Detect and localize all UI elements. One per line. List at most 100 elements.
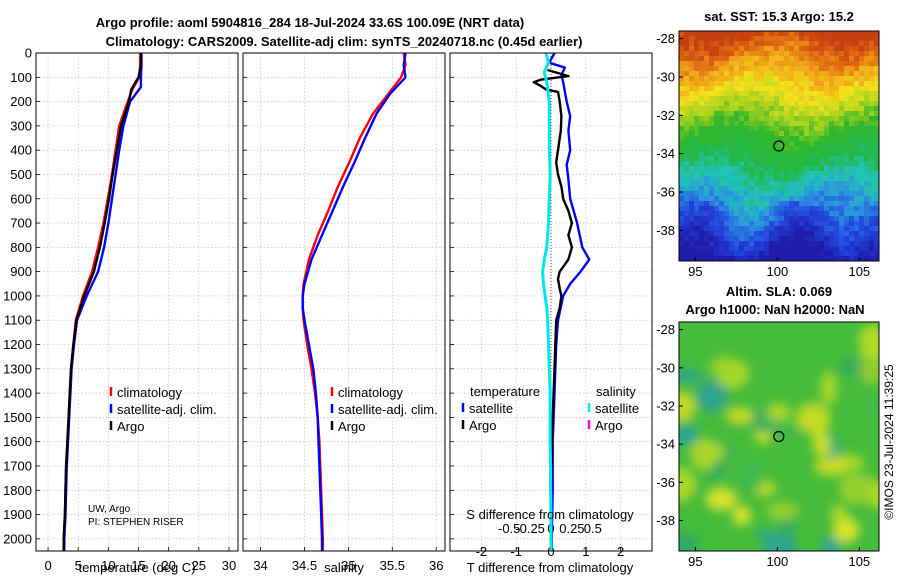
map-y-tick-label: -30	[656, 70, 675, 85]
depth-tick-label: 500	[10, 167, 32, 182]
legend-label: satellite-adj. clim.	[117, 402, 217, 417]
x-tick-label: 34	[253, 558, 267, 573]
map-y-tick-label: -32	[656, 108, 675, 123]
map-y-tick-label: -28	[656, 31, 675, 46]
depth-tick-label: 900	[10, 264, 32, 279]
salinity-diff-satellite-line	[541, 53, 553, 551]
x-tick-label: 10	[101, 558, 115, 573]
credit-line1: UW, Argo	[88, 504, 131, 515]
figure-title-line1: Argo profile: aoml 5904816_284 18-Jul-20…	[96, 15, 524, 30]
legend-label: satellite-adj. clim.	[338, 402, 438, 417]
depth-tick-label: 2000	[3, 531, 32, 546]
depth-tick-label: 1600	[3, 434, 32, 449]
x-tick-label: 36	[429, 558, 443, 573]
depth-tick-label: 1000	[3, 288, 32, 303]
map-x-tick-label: 105	[848, 554, 870, 569]
legend-label: Argo	[469, 418, 496, 433]
map-frame	[678, 321, 880, 552]
depth-tick-label: 1800	[3, 483, 32, 498]
map-y-tick-label: -38	[656, 223, 675, 238]
x-tick-label: 15	[131, 558, 145, 573]
x-tick-label: 0	[44, 558, 51, 573]
legend-label: Argo	[117, 419, 144, 434]
legend-label: satellite	[469, 401, 513, 416]
depth-tick-label: 600	[10, 191, 32, 206]
depth-tick-label: 100	[10, 70, 32, 85]
depth-tick-label: 1500	[3, 410, 32, 425]
depth-tick-label: 0	[25, 46, 32, 61]
map-y-tick-label: -38	[656, 513, 675, 528]
x-tick-label: 35	[341, 558, 355, 573]
x-axis-label-salinity: S difference from climatology	[466, 507, 634, 522]
x-tick-label: 5	[75, 558, 82, 573]
depth-tick-label: 1700	[3, 458, 32, 473]
map-frame	[678, 30, 880, 262]
depth-tick-label: 1200	[3, 337, 32, 352]
map-y-tick-label: -34	[656, 146, 675, 161]
sla-map: Altim. SLA: 0.069 Argo h1000: NaN h2000: …	[656, 284, 880, 569]
x-tick-label: 20	[161, 558, 175, 573]
legend-label: Argo	[595, 418, 622, 433]
x-tick-label-salinity: 0.25	[559, 521, 584, 536]
map-x-tick-label: 95	[688, 554, 702, 569]
map-x-tick-label: 100	[767, 554, 789, 569]
x-tick-label-salinity: -0.5	[498, 521, 520, 536]
depth-tick-label: 1900	[3, 507, 32, 522]
plot-area	[36, 53, 238, 551]
temperature-line-argo	[62, 53, 143, 551]
plot-area	[243, 53, 445, 551]
x-axis-label: temperature (deg C)	[78, 560, 195, 575]
profile-panel-1: 0100200300400500600700800900100011001200…	[3, 46, 239, 575]
map-y-tick-label: -36	[656, 185, 675, 200]
legend-label: climatology	[117, 385, 183, 400]
x-tick-label-salinity: 0.5	[584, 521, 602, 536]
depth-tick-label: 1100	[4, 313, 32, 328]
map-x-tick-label: 95	[688, 264, 702, 279]
x-tick-label-salinity: -0.25	[515, 521, 545, 536]
x-tick-label: 25	[192, 558, 206, 573]
x-axis-label: salinity	[324, 560, 364, 575]
map-y-tick-label: -32	[656, 398, 675, 413]
sst-map: sat. SST: 15.3 Argo: 15.2 95 100 105 -28 -30 -…	[656, 9, 880, 279]
map-title-2: Argo h1000: NaN h2000: NaN	[685, 302, 864, 317]
map-y-tick-label: -28	[656, 322, 675, 337]
profile-panel-2: 34 34.5 35 35.5 36 salinity climatology satelli…	[242, 52, 446, 575]
depth-tick-label: 700	[10, 216, 32, 231]
copyright-stamp: ©IMOS 23-Jul-2024 11:39:25	[882, 364, 896, 520]
map-x-tick-label: 105	[848, 264, 870, 279]
legend-label: satellite	[595, 401, 639, 416]
x-tick-label: 35.5	[380, 558, 405, 573]
map-x-tick-label: 100	[767, 264, 789, 279]
axes-frame	[35, 52, 239, 552]
figure-title-line2: Climatology: CARS2009. Satellite-adj cli…	[106, 34, 583, 49]
salinity-line-satellite-adj-clim-	[301, 53, 407, 551]
x-axis-label: T difference from climatology	[467, 560, 634, 575]
depth-tick-label: 800	[10, 240, 32, 255]
profile-panel-3: -2 -1 0 1 2-0.5-0.25 0 0.25 0.5S difference fro…	[449, 52, 653, 575]
argo-location-marker	[773, 430, 785, 443]
depth-tick-label: 1300	[3, 361, 32, 376]
legend-header-salinity: salinity	[596, 384, 636, 399]
x-tick-label: 30	[222, 558, 236, 573]
argo-location-marker	[773, 140, 785, 152]
x-tick-label: 34.5	[292, 558, 317, 573]
sst-heatmap-cells	[679, 31, 879, 261]
depth-tick-label: 400	[10, 143, 32, 158]
map-y-tick-label: -36	[656, 475, 675, 490]
depth-tick-label: 200	[10, 94, 32, 109]
map-y-tick-label: -30	[656, 360, 675, 375]
temperature-diff-argo-line	[532, 68, 574, 491]
legend-header-temperature: temperature	[470, 384, 540, 399]
legend-label: Argo	[338, 419, 365, 434]
map-title: sat. SST: 15.3 Argo: 15.2	[704, 9, 854, 24]
axes-frame	[242, 52, 446, 552]
credit-line2: PI: STEPHEN RISER	[88, 517, 184, 528]
sla-heatmap-cells	[679, 322, 879, 551]
map-y-tick-label: -34	[656, 437, 675, 452]
depth-tick-label: 1400	[3, 386, 32, 401]
map-title: Altim. SLA: 0.069	[726, 284, 832, 299]
axes-frame	[449, 52, 653, 552]
legend-label: climatology	[338, 385, 404, 400]
depth-tick-label: 300	[10, 118, 32, 133]
